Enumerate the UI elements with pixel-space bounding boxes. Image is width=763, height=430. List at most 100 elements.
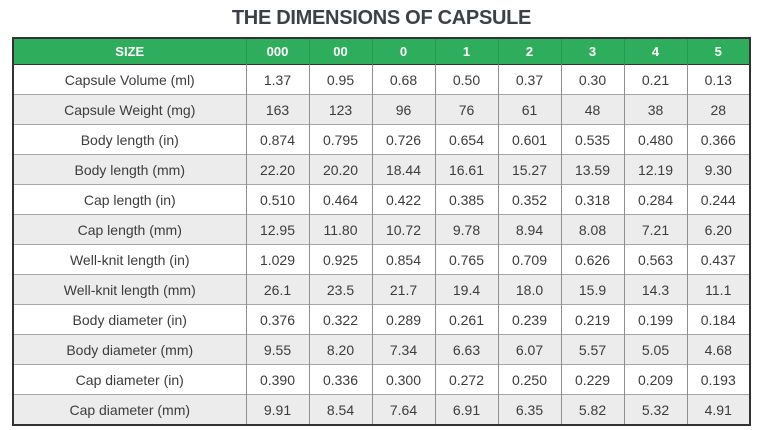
value-cell: 13.59 xyxy=(560,154,624,185)
table-row: Body length (in) 0.874 0.795 0.726 0.654 0.60… xyxy=(13,124,750,155)
value-cell: 0.68 xyxy=(371,64,435,95)
row-label: Capsule Volume (ml) xyxy=(64,71,195,88)
value-cell: 15.9 xyxy=(560,274,624,305)
value-cell: 0.654 xyxy=(434,124,498,155)
value-cell: 9.30 xyxy=(686,154,750,185)
value-cell: 0.925 xyxy=(308,244,372,275)
value-cell: 0.385 xyxy=(434,184,498,215)
value-cell: 15.27 xyxy=(497,154,561,185)
value-cell: 0.376 xyxy=(245,304,309,335)
value-cell: 5.82 xyxy=(560,394,624,425)
column-header: SIZE xyxy=(13,38,246,65)
value-cell: 0.795 xyxy=(308,124,372,155)
table-row: Body length (mm) 22.20 20.20 18.44 16.61 15.2… xyxy=(13,154,750,185)
row-label: Body length (mm) xyxy=(74,161,185,178)
value-cell: 1.029 xyxy=(245,244,309,275)
value-cell: 0.95 xyxy=(308,64,372,95)
value-cell: 0.37 xyxy=(497,64,561,95)
row-label: Body diameter (in) xyxy=(72,311,187,328)
value-cell: 0.390 xyxy=(245,364,309,395)
row-label: Cap diameter (mm) xyxy=(69,401,191,418)
value-cell: 1.37 xyxy=(245,64,309,95)
value-cell: 0.199 xyxy=(623,304,687,335)
value-cell: 0.229 xyxy=(560,364,624,395)
row-label: Cap length (mm) xyxy=(77,221,182,238)
value-cell: 0.563 xyxy=(623,244,687,275)
value-cell: 0.239 xyxy=(497,304,561,335)
value-cell: 0.300 xyxy=(371,364,435,395)
value-cell: 16.61 xyxy=(434,154,498,185)
value-cell: 20.20 xyxy=(308,154,372,185)
value-cell: 0.261 xyxy=(434,304,498,335)
value-cell: 96 xyxy=(371,94,435,125)
value-cell: 0.422 xyxy=(371,184,435,215)
value-cell: 10.72 xyxy=(371,214,435,245)
value-cell: 0.272 xyxy=(434,364,498,395)
value-cell: 76 xyxy=(434,94,498,125)
value-cell: 0.284 xyxy=(623,184,687,215)
value-cell: 23.5 xyxy=(308,274,372,305)
value-cell: 12.19 xyxy=(623,154,687,185)
column-header: 5 xyxy=(686,38,750,65)
value-cell: 0.21 xyxy=(623,64,687,95)
value-cell: 0.250 xyxy=(497,364,561,395)
value-cell: 6.91 xyxy=(434,394,498,425)
value-cell: 0.318 xyxy=(560,184,624,215)
value-cell: 0.209 xyxy=(623,364,687,395)
value-cell: 4.91 xyxy=(686,394,750,425)
row-label: Capsule Weight (mg) xyxy=(64,101,196,118)
column-header: 3 xyxy=(560,38,624,65)
value-cell: 0.336 xyxy=(308,364,372,395)
column-header: 1 xyxy=(434,38,498,65)
column-header: 0 xyxy=(371,38,435,65)
value-cell: 0.726 xyxy=(371,124,435,155)
value-cell: 38 xyxy=(623,94,687,125)
value-cell: 0.322 xyxy=(308,304,372,335)
value-cell: 4.68 xyxy=(686,334,750,365)
value-cell: 5.57 xyxy=(560,334,624,365)
row-label: Well-knit length (mm) xyxy=(63,281,196,298)
value-cell: 21.7 xyxy=(371,274,435,305)
table-header: SIZE 000 00 0 1 2 3 4 5 xyxy=(13,38,750,65)
value-cell: 0.184 xyxy=(686,304,750,335)
value-cell: 0.193 xyxy=(686,364,750,395)
value-cell: 11.80 xyxy=(308,214,372,245)
value-cell: 8.54 xyxy=(308,394,372,425)
table-row: Capsule Volume (ml) 1.37 0.95 0.68 0.50 0.37 0… xyxy=(13,64,750,95)
value-cell: 0.50 xyxy=(434,64,498,95)
value-cell: 0.601 xyxy=(497,124,561,155)
value-cell: 12.95 xyxy=(245,214,309,245)
value-cell: 7.64 xyxy=(371,394,435,425)
value-cell: 6.35 xyxy=(497,394,561,425)
value-cell: 6.20 xyxy=(686,214,750,245)
header-row: SIZE 000 00 0 1 2 3 4 5 xyxy=(13,38,750,65)
table-row: Cap length (in) 0.510 0.464 0.422 0.385 0.352… xyxy=(13,184,750,215)
value-cell: 0.765 xyxy=(434,244,498,275)
value-cell: 0.13 xyxy=(686,64,750,95)
page-title: THE DIMENSIONS OF CAPSULE xyxy=(231,7,532,29)
column-header: 00 xyxy=(308,38,372,65)
row-label: Body length (in) xyxy=(80,131,179,148)
value-cell: 0.437 xyxy=(686,244,750,275)
table-row: Well-knit length (mm) 26.1 23.5 21.7 19.4 18.… xyxy=(13,274,750,305)
value-cell: 0.480 xyxy=(623,124,687,155)
value-cell: 6.07 xyxy=(497,334,561,365)
column-header: 000 xyxy=(245,38,309,65)
row-label: Cap length (in) xyxy=(83,191,176,208)
value-cell: 0.244 xyxy=(686,184,750,215)
value-cell: 7.21 xyxy=(623,214,687,245)
value-cell: 18.44 xyxy=(371,154,435,185)
value-cell: 8.20 xyxy=(308,334,372,365)
value-cell: 9.55 xyxy=(245,334,309,365)
row-label: Cap diameter (in) xyxy=(75,371,184,388)
value-cell: 0.219 xyxy=(560,304,624,335)
value-cell: 123 xyxy=(308,94,372,125)
capsule-table: SIZE 000 00 0 1 2 3 4 5 Capsule Volume (ml) 1.37 0… xyxy=(12,37,751,426)
value-cell: 11.1 xyxy=(686,274,750,305)
value-cell: 9.78 xyxy=(434,214,498,245)
table-row: Cap diameter (mm) 9.91 8.54 7.64 6.91 6.35 5.8… xyxy=(13,394,750,425)
value-cell: 0.289 xyxy=(371,304,435,335)
value-cell: 5.32 xyxy=(623,394,687,425)
value-cell: 6.63 xyxy=(434,334,498,365)
